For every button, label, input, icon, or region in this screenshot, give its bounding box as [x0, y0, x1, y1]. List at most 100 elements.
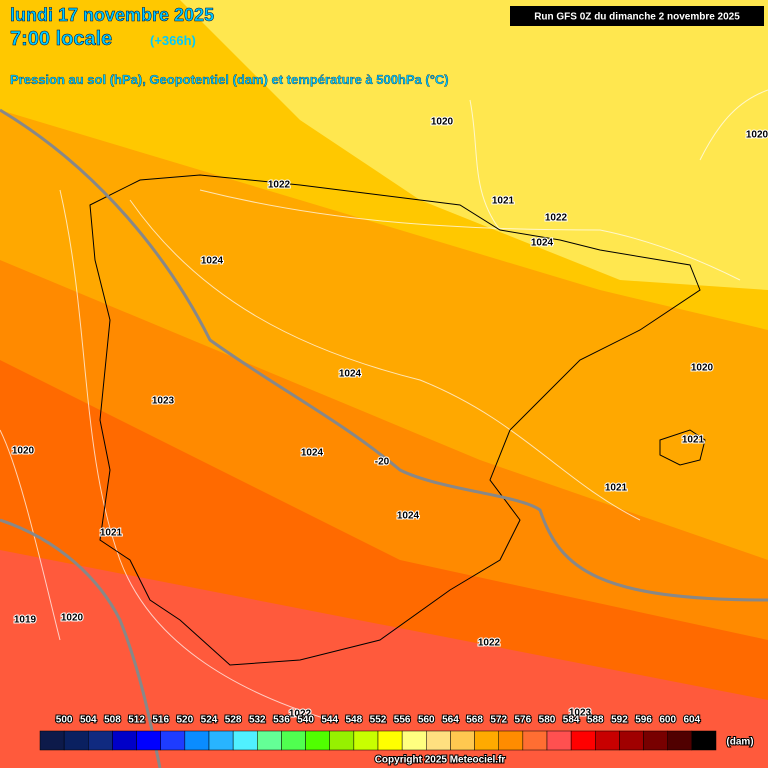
colorbar-label: 572 [490, 715, 507, 726]
colorbar-swatch [232, 730, 258, 751]
colorbar: 500 504 508 512 516 520 524 528 532 536 540 544 548 5… [39, 714, 717, 751]
colorbar-swatch [257, 730, 282, 751]
colorbar-label: 604 [684, 715, 701, 726]
isobar-label: 1021 [492, 196, 515, 207]
colorbar-label: 564 [442, 715, 459, 726]
island [659, 429, 706, 466]
isobar-label: 1024 [301, 448, 324, 459]
colorbar-label: 600 [659, 715, 676, 726]
colorbar-label: 568 [466, 715, 483, 726]
colorbar-label: 548 [346, 715, 363, 726]
isobar-label: 1020 [12, 446, 35, 457]
colorbar-label: 508 [104, 715, 121, 726]
band [180, 0, 768, 290]
colorbar-label: 500 [56, 715, 73, 726]
isobar-label: 1023 [569, 708, 592, 719]
colorbar-label: 528 [225, 715, 242, 726]
colorbar-swatch [377, 730, 403, 751]
isobar-label: 1024 [339, 369, 362, 380]
isobar [129, 199, 641, 521]
colorbar-swatch [401, 730, 427, 751]
subtitle: Pression au sol (hPa), Geopotentiel (dam… [10, 72, 449, 87]
colorbar-swatch [426, 730, 451, 751]
colorbar-label: 520 [177, 715, 194, 726]
colorbar-label: 532 [249, 715, 266, 726]
colorbar-swatch [546, 730, 572, 751]
run-box [510, 6, 764, 26]
isobar [699, 89, 768, 161]
coastline [89, 174, 701, 666]
colorbar-label: 592 [611, 715, 628, 726]
isobar-label: 1024 [397, 511, 420, 522]
colorbar-swatch [667, 730, 693, 751]
isobar [0, 429, 61, 641]
colorbar-label: 544 [321, 715, 338, 726]
isobar-label: 1021 [682, 435, 705, 446]
isobar-label: 1022 [289, 709, 312, 720]
isobar-label: 1022 [268, 180, 291, 191]
colorbar-label: 580 [539, 715, 556, 726]
isobar-label: 1021 [605, 483, 628, 494]
isobars [0, 89, 768, 721]
colorbar-swatch [474, 730, 499, 751]
colorbar-label: 576 [515, 715, 532, 726]
colorbar-label: 584 [563, 715, 580, 726]
colorbar-swatch [39, 730, 65, 751]
colorbar-label: 516 [152, 715, 169, 726]
isobar-label: 1020 [431, 117, 454, 128]
colorbar-unit: (dam) [726, 737, 753, 748]
colorbar-swatch [353, 730, 379, 751]
colorbar-swatch [88, 730, 113, 751]
colorbar-swatch [136, 730, 161, 751]
isobar-label: 1022 [545, 213, 568, 224]
isotherm [0, 108, 768, 602]
isobar-label: 1020 [746, 130, 768, 141]
colorbar-swatch [691, 730, 717, 751]
run-info: Run GFS 0Z du dimanche 2 novembre 2025 [534, 12, 740, 23]
colorbar-swatch [570, 730, 596, 751]
isobar-label: 1020 [61, 613, 84, 624]
lead-time: (+366h) [150, 33, 196, 48]
colorbar-swatch [281, 730, 306, 751]
isotherm [0, 518, 162, 768]
isobar-label: 1024 [531, 238, 554, 249]
colorbar-label: 556 [394, 715, 411, 726]
colorbar-label: 524 [201, 715, 218, 726]
time: 7:00 locale [10, 28, 112, 50]
colorbar-label: 552 [370, 715, 387, 726]
isobar [469, 99, 501, 231]
isobar-label: 1022 [478, 638, 501, 649]
colorbar-swatch [643, 730, 668, 751]
colorbar-label: 504 [80, 715, 97, 726]
colorbar-swatch [619, 730, 644, 751]
title: lundi 17 novembre 2025 [10, 5, 214, 25]
isobar [199, 189, 741, 281]
colorbar-label: 560 [418, 715, 435, 726]
colorbar-swatch [112, 730, 137, 751]
colorbar-swatch [498, 730, 524, 751]
colorbar-swatch [160, 730, 186, 751]
colorbar-swatch [305, 730, 330, 751]
isobar-label: 1020 [691, 363, 714, 374]
colorbar-label: 588 [587, 715, 604, 726]
colorbar-label: 596 [635, 715, 652, 726]
isobar-label: 1024 [201, 256, 224, 267]
colorbar-label: 512 [128, 715, 145, 726]
colorbar-swatch [208, 730, 234, 751]
colorbar-swatch [522, 730, 548, 751]
colorbar-label: 536 [273, 715, 290, 726]
isobar-label: -20 [375, 457, 390, 468]
colorbar-swatch [329, 730, 355, 751]
isobar-label: 1023 [152, 396, 175, 407]
colorbar-swatch [595, 730, 620, 751]
isobar-labels: 1020 1020 1022 1021 1022 1024 1024 1020 1024 1023… [11, 116, 768, 721]
colorbar-swatch [450, 730, 475, 751]
isobar-label: 1019 [14, 615, 37, 626]
colorbar-swatch [184, 730, 210, 751]
colorbar-label: 540 [297, 715, 314, 726]
isobar-label: 1021 [100, 528, 123, 539]
colorbar-swatch [63, 730, 89, 751]
copyright: Copyright 2025 Meteociel.fr [375, 755, 506, 766]
